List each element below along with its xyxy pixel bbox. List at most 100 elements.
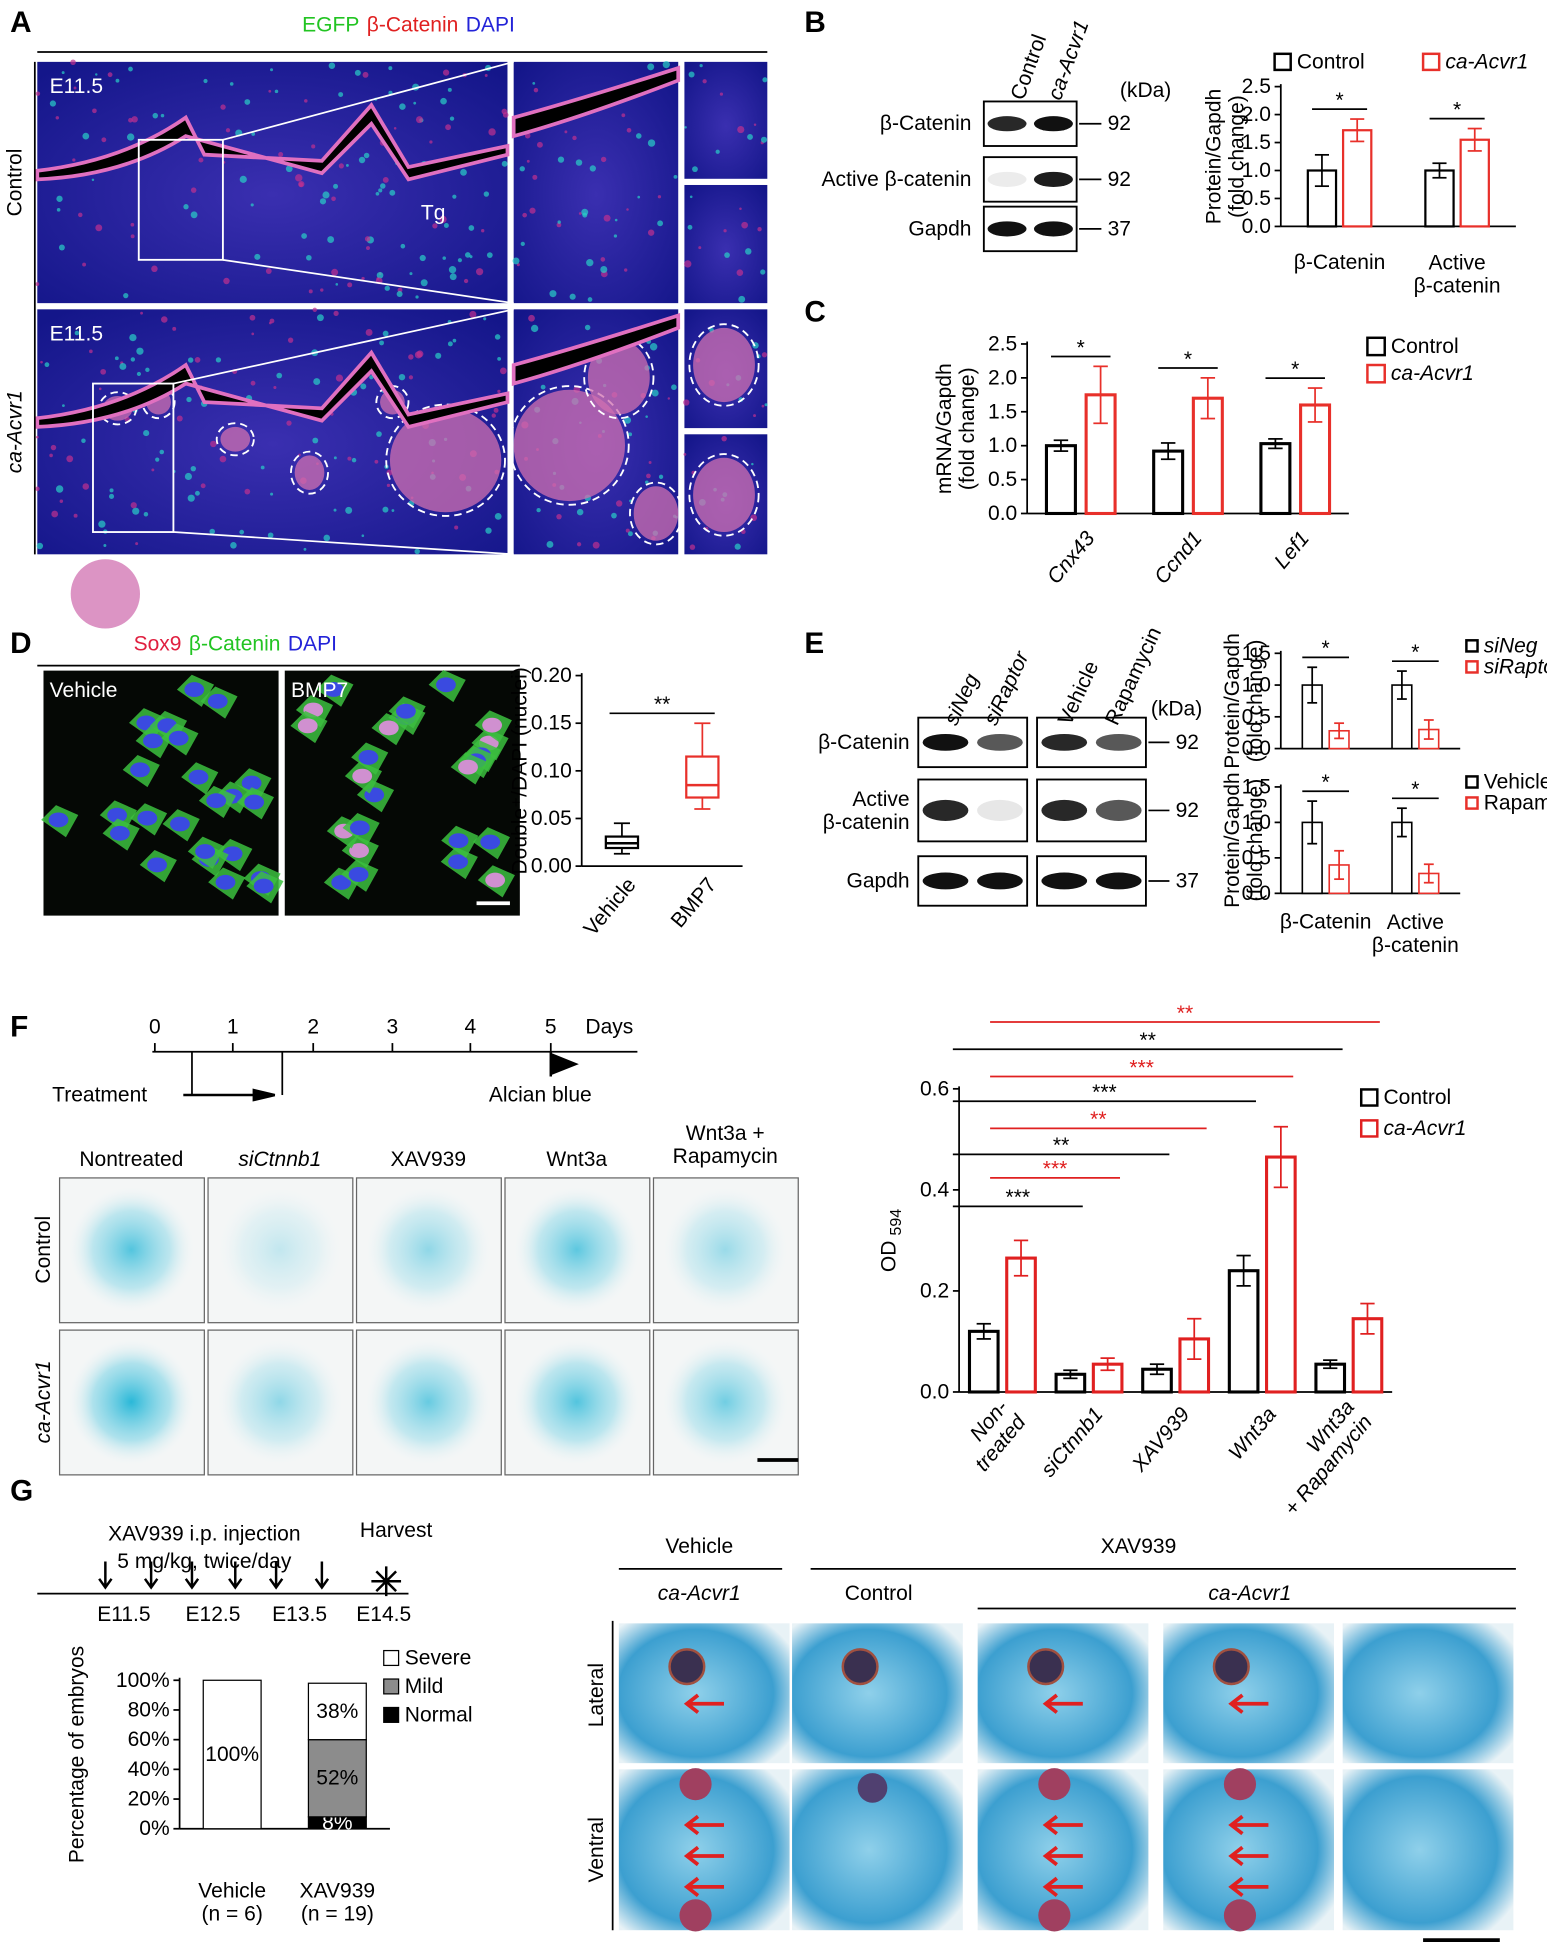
y-tick-label: 0.05 — [531, 807, 572, 830]
y-tick-label: 0.0 — [920, 1380, 949, 1403]
cell — [497, 389, 501, 394]
cell — [61, 71, 65, 75]
cell — [119, 362, 127, 370]
cell — [308, 289, 313, 294]
cell — [82, 132, 90, 140]
y-axis-label-main: OD — [877, 1241, 900, 1273]
cell — [108, 493, 115, 499]
cell — [384, 285, 390, 291]
cell — [389, 189, 396, 196]
y-tick-label: 40% — [128, 1758, 170, 1781]
cell — [483, 317, 487, 321]
cell — [621, 113, 626, 118]
cell — [62, 404, 65, 407]
cell — [376, 271, 384, 279]
cell — [276, 372, 283, 379]
cell — [55, 116, 60, 120]
y-tick-label: 2.0 — [988, 366, 1017, 389]
cell — [449, 273, 457, 281]
cell — [557, 220, 561, 224]
cell — [721, 435, 727, 442]
cell — [210, 440, 217, 448]
cell — [374, 459, 379, 464]
legend-label: siRaptor — [1484, 655, 1547, 678]
y-tick-label: 0.20 — [531, 664, 572, 687]
legend-label: Rapamycin — [1484, 792, 1547, 815]
band-label: Active β-catenin — [823, 787, 910, 833]
cell — [268, 321, 272, 325]
cell — [442, 69, 450, 76]
nucleus — [323, 682, 344, 697]
nucleus — [396, 703, 416, 719]
y-tick-label: 0.00 — [531, 855, 572, 878]
significance-mark: ** — [1177, 1002, 1193, 1025]
y-axis-label-sub: 594 — [887, 1209, 905, 1236]
red-arrow — [1042, 1845, 1083, 1867]
cell — [443, 223, 449, 228]
cell — [429, 140, 433, 144]
cell — [143, 430, 150, 437]
cell — [413, 101, 417, 105]
cell — [432, 223, 438, 229]
stage-label: E11.5 — [50, 323, 103, 346]
y-tick-label: 0.0 — [1242, 737, 1271, 760]
y-tick-label: 0.2 — [920, 1279, 949, 1302]
tissue-gap — [511, 312, 681, 386]
cell — [454, 525, 459, 530]
x-tick-label: β-Catenin — [1294, 251, 1386, 274]
cell — [95, 224, 103, 232]
stain: β-Catenin — [189, 632, 281, 655]
cell — [36, 542, 44, 550]
legend-label: Control — [1391, 335, 1459, 358]
cell — [194, 490, 200, 496]
cell — [270, 492, 274, 496]
stage-label: E11.5 — [97, 1603, 150, 1626]
nucleus — [458, 759, 478, 775]
column-label: siCtnnb1 — [238, 1148, 321, 1171]
cell — [520, 241, 525, 246]
cell — [684, 260, 692, 268]
cell — [239, 529, 245, 535]
cell — [323, 534, 331, 542]
band — [922, 733, 969, 751]
y-tick-label: 0.5 — [988, 468, 1017, 491]
x-tick-label: Wnt3a — [1224, 1403, 1281, 1464]
cell — [637, 195, 641, 199]
cell — [244, 488, 251, 495]
cell — [58, 244, 65, 251]
nucleus — [195, 844, 216, 859]
cell — [345, 506, 353, 514]
cell — [408, 354, 414, 360]
alcian-stain — [363, 1185, 493, 1315]
harvest-label: Harvest — [360, 1519, 433, 1542]
cell — [160, 113, 165, 118]
x-tick-label: Active β-catenin — [1372, 910, 1459, 956]
cell — [203, 78, 208, 84]
condensation — [633, 486, 679, 541]
y-tick-label: 100% — [116, 1669, 170, 1692]
cell — [215, 357, 222, 363]
cell — [183, 204, 189, 210]
timeline-label: 1 — [227, 1015, 239, 1038]
nucleus — [241, 775, 262, 791]
cell — [72, 158, 76, 162]
cell — [382, 506, 389, 513]
eye — [857, 1773, 888, 1803]
cell — [198, 157, 204, 163]
timeline-note: Treatment — [52, 1084, 147, 1107]
cell — [78, 212, 83, 218]
x-tick-label: siCtnnb1 — [1037, 1403, 1108, 1481]
harvest-star — [371, 1566, 402, 1597]
kda-label: 37 — [1108, 217, 1131, 240]
cell — [624, 416, 632, 424]
nucleus — [297, 718, 318, 734]
condensation — [294, 455, 325, 490]
cell — [40, 360, 43, 364]
cell — [95, 73, 98, 76]
cell — [114, 356, 119, 361]
outline — [688, 453, 760, 537]
stain: DAPI — [466, 13, 515, 36]
cell — [194, 357, 201, 363]
stain-title: Sox9 β-Catenin DAPI — [134, 632, 337, 655]
cell — [49, 453, 53, 458]
